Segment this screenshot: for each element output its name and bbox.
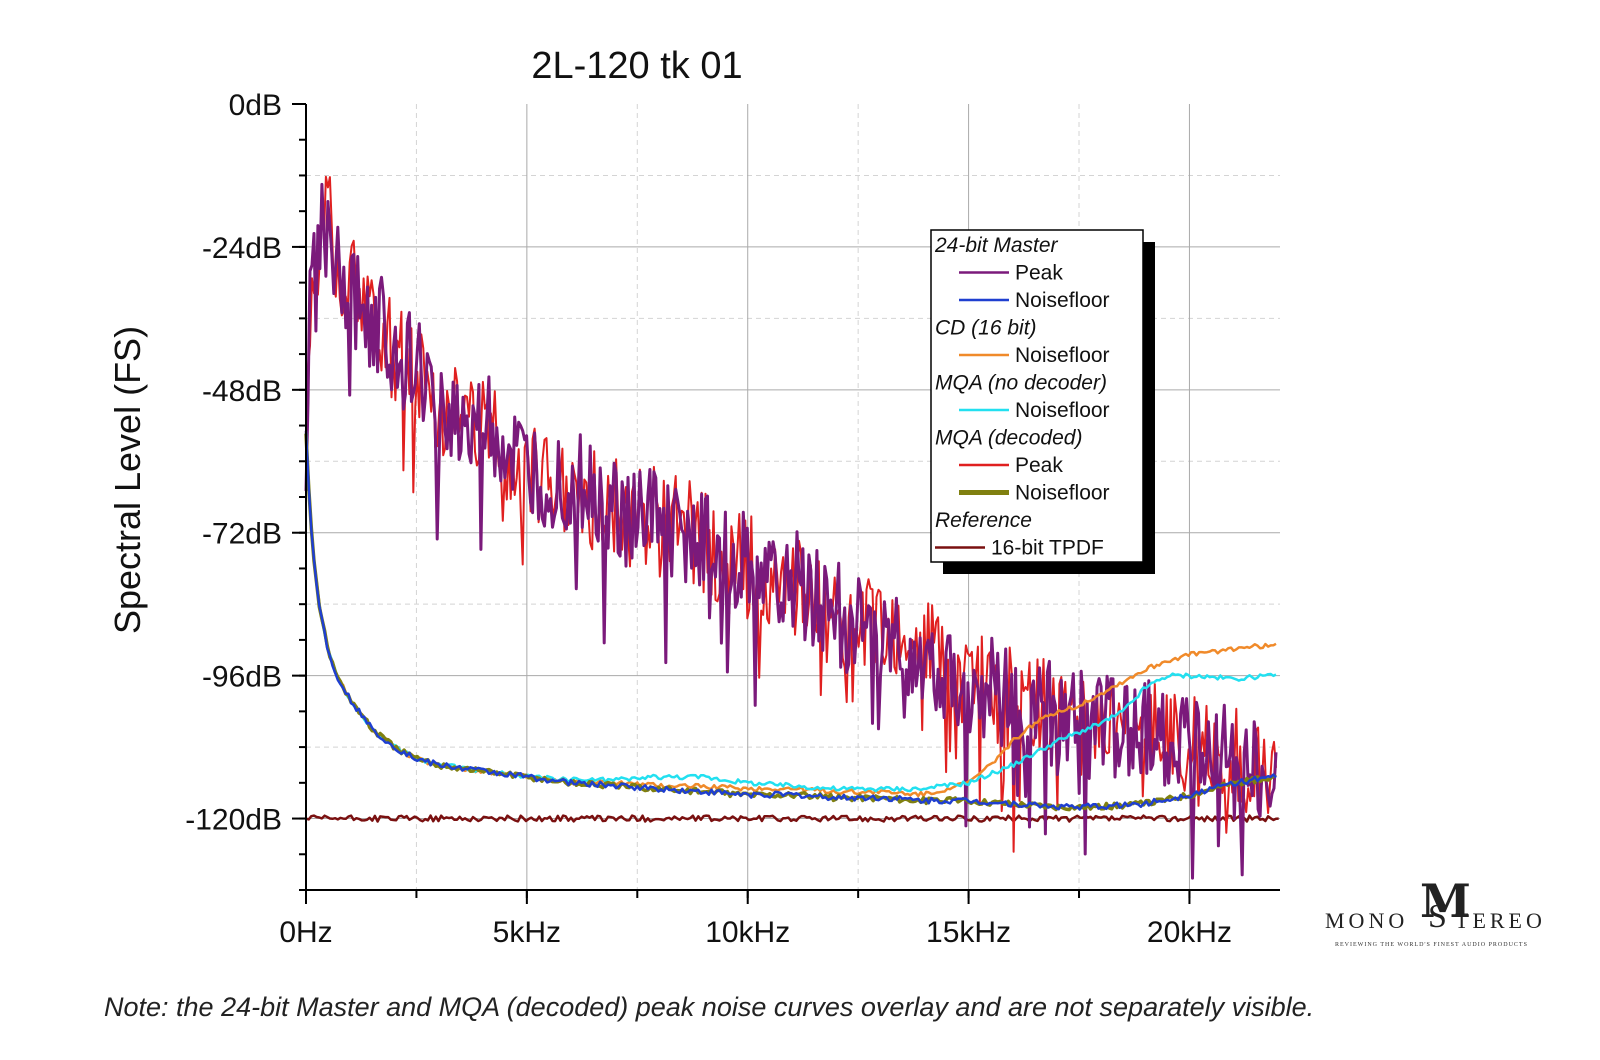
x-tick-label: 10kHz	[705, 916, 790, 949]
legend-entry-label: 16-bit TPDF	[991, 537, 1104, 560]
y-tick-label: 0dB	[229, 89, 282, 122]
brand-tagline: REVIEWING THE WORLD'S FINEST AUDIO PRODU…	[1335, 942, 1528, 948]
legend-entry-label: Peak	[1015, 454, 1063, 477]
y-tick-label: -48dB	[202, 375, 282, 408]
legend-entry-label: Noisefloor	[1015, 344, 1110, 367]
footnote: Note: the 24-bit Master and MQA (decoded…	[104, 992, 1315, 1022]
y-tick-label: -72dB	[202, 518, 282, 551]
legend-entry-label: Noisefloor	[1015, 399, 1110, 422]
series-line-master-peak	[304, 182, 1278, 880]
x-tick-label: 0Hz	[279, 916, 332, 949]
plot-area	[304, 175, 1279, 880]
legend-entry-label: Peak	[1015, 262, 1063, 285]
brand-monogram: M	[1420, 874, 1471, 928]
legend-group-title: CD (16 bit)	[935, 317, 1037, 340]
series-line-mqa-dec-noise	[304, 433, 1277, 812]
series-line-master-noise	[304, 430, 1277, 811]
brand-name-right: TEREO	[1455, 908, 1546, 933]
x-tick-label: 5kHz	[493, 916, 561, 949]
x-tick-label: 20kHz	[1147, 916, 1232, 949]
y-axis-label: Spectral Level (FS)	[107, 326, 148, 634]
brand-name-left: MONO	[1325, 908, 1409, 933]
y-tick-label: -120dB	[185, 804, 282, 837]
legend: 24-bit Master Peak Noisefloor CD (16 bit) No…	[930, 229, 1155, 574]
axes: 0dB -24dB -48dB -72dB -96dB -120dB 0Hz 5kHz 10kH…	[185, 89, 1280, 949]
brand-logo: MONO M S TEREO REVIEWING THE WORLD'S FIN…	[1325, 874, 1585, 960]
legend-box	[930, 229, 1144, 563]
y-tick-label: -24dB	[202, 232, 282, 265]
brand-initial: S	[1428, 898, 1451, 935]
legend-entry-label: Noisefloor	[1015, 289, 1110, 312]
y-tick-label: -96dB	[202, 661, 282, 694]
legend-group-title: 24-bit Master	[934, 234, 1059, 257]
legend-group-title: MQA (no decoder)	[935, 372, 1107, 395]
x-tick-label: 15kHz	[926, 916, 1011, 949]
series-line-tpdf	[305, 814, 1279, 823]
legend-group-title: MQA (decoded)	[935, 427, 1082, 450]
legend-entry-label: Noisefloor	[1015, 482, 1110, 505]
legend-group-title: Reference	[935, 509, 1032, 532]
chart-title: 2L-120 tk 01	[531, 45, 742, 87]
